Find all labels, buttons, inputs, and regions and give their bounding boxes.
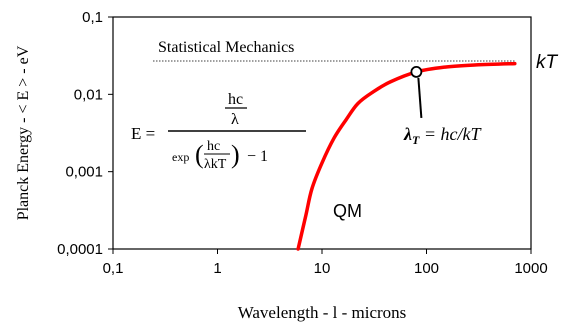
formula-minus-one: − 1 — [247, 148, 268, 165]
x-tick-label: 1000 — [514, 260, 547, 277]
lambda-t-marker — [410, 66, 423, 78]
x-tick-label: 100 — [414, 260, 439, 277]
y-axis-title: Planck Energy - < E > - eV — [15, 45, 32, 220]
y-tick-label: 0,1 — [82, 9, 103, 26]
x-tick-label: 1 — [213, 260, 221, 277]
marker-pointer — [417, 77, 423, 118]
lambda-symbol: λ — [403, 124, 412, 144]
planck-formula: E = hc λ exp ( hc λkT ) − 1 — [131, 91, 306, 172]
axis-ticks — [108, 16, 532, 254]
x-axis-title: Wavelength - l - microns — [238, 303, 407, 322]
y-tick-label: 0,01 — [74, 86, 103, 103]
y-tick-label: 0,0001 — [57, 241, 103, 258]
formula-lhs: E = — [131, 124, 155, 143]
lambda-subscript: T — [412, 133, 420, 147]
formula-num-top: hc — [228, 91, 243, 108]
formula-num-bottom: λ — [231, 111, 239, 128]
formula-exp: exp — [172, 150, 189, 164]
formula-paren-right: ) — [231, 140, 240, 169]
qm-label: QM — [333, 201, 362, 221]
x-tick-label: 0,1 — [103, 260, 124, 277]
kt-label: kT — [536, 52, 559, 73]
statistical-mechanics-label: Statistical Mechanics — [158, 39, 294, 56]
formula-den-top: hc — [207, 139, 220, 154]
formula-paren-left: ( — [195, 140, 204, 169]
formula-den-bottom: λkT — [204, 157, 227, 172]
qm-curve — [296, 61, 517, 251]
y-tick-label: 0,001 — [65, 164, 103, 181]
axis-tick-labels: 0,1 1 10 100 1000 0,1 0,01 0,001 0,0001 — [57, 9, 548, 277]
x-tick-label: 10 — [314, 260, 331, 277]
lambda-equation: = hc/kT — [419, 124, 482, 144]
lambda-t-label: λT = hc/kT — [403, 124, 482, 147]
